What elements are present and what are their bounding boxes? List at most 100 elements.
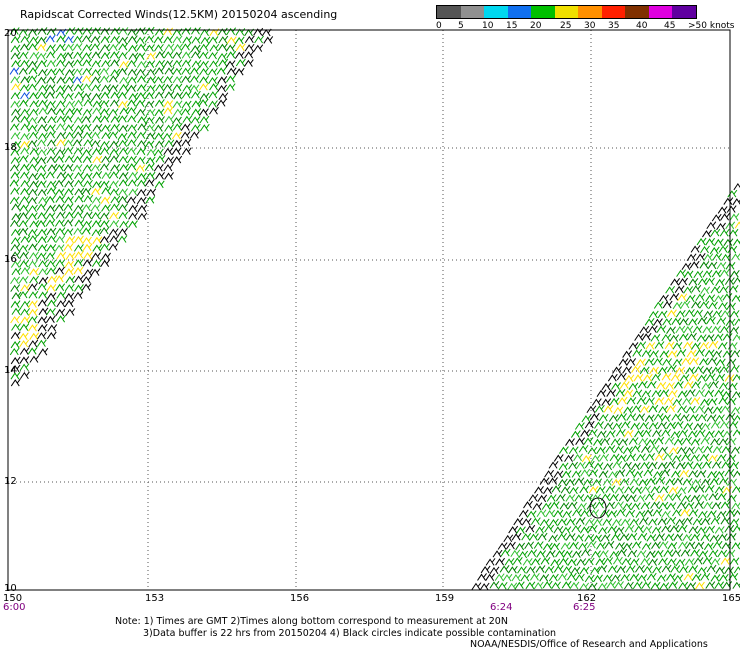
wind-barb <box>37 68 48 77</box>
wind-barb <box>92 236 103 244</box>
wind-barb <box>36 138 47 147</box>
wind-barb <box>46 147 57 155</box>
wind-barb <box>81 203 92 212</box>
wind-barb <box>216 67 227 75</box>
wind-barb <box>73 266 84 275</box>
wind-barb <box>666 558 677 566</box>
wind-barb <box>82 155 93 163</box>
wind-barb <box>703 310 714 318</box>
wind-barb <box>144 116 155 125</box>
wind-barb <box>727 189 738 198</box>
wind-barb <box>611 478 622 486</box>
wind-barb <box>653 301 664 309</box>
wind-barb <box>27 347 38 355</box>
wind-barb <box>664 533 675 541</box>
wind-barb <box>592 518 603 526</box>
wind-barb <box>615 428 626 437</box>
wind-barb <box>164 43 175 52</box>
wind-barb <box>46 292 57 300</box>
wind-barb <box>618 493 629 502</box>
wind-barb <box>610 437 621 446</box>
wind-barb <box>46 227 57 236</box>
wind-barb <box>698 550 709 558</box>
wind-barb <box>650 501 660 509</box>
wind-barb <box>697 316 708 325</box>
wind-barb <box>163 106 174 115</box>
wind-barb <box>654 341 665 349</box>
wind-barb <box>55 235 66 244</box>
wind-barb <box>545 509 556 518</box>
wind-barb <box>681 453 691 461</box>
wind-barb <box>719 268 730 277</box>
wind-barb <box>695 253 706 261</box>
wind-barb <box>559 502 570 510</box>
wind-barb <box>718 573 729 582</box>
wind-barb <box>611 574 621 582</box>
wind-barb <box>82 163 93 172</box>
wind-barb <box>654 397 665 405</box>
wind-barb <box>568 486 579 495</box>
wind-barb <box>181 42 191 51</box>
wind-barb <box>119 220 130 228</box>
wind-barb <box>65 252 76 260</box>
legend-swatch <box>625 6 649 18</box>
wind-barb <box>542 580 553 589</box>
wind-barb <box>711 366 722 374</box>
wind-barb <box>20 122 31 131</box>
wind-barb <box>615 542 625 550</box>
wind-barb <box>695 348 705 357</box>
wind-barb <box>705 237 716 246</box>
wind-barb <box>577 502 587 511</box>
wind-barb <box>548 477 558 485</box>
wind-barb <box>614 581 624 589</box>
wind-barb <box>209 59 219 68</box>
wind-barb <box>9 67 20 75</box>
latitude-label: 10 <box>4 583 17 594</box>
wind-barb <box>28 36 39 44</box>
wind-barb <box>672 508 682 517</box>
wind-barb <box>707 470 717 479</box>
wind-barb <box>706 510 717 518</box>
wind-barb <box>28 290 39 299</box>
wind-barb <box>209 106 219 115</box>
wind-barb <box>218 35 229 44</box>
wind-barb <box>685 541 696 550</box>
wind-barb <box>163 27 174 36</box>
wind-barb <box>667 542 678 550</box>
wind-barb <box>691 381 702 389</box>
wind-barb <box>514 581 525 589</box>
wind-barb <box>29 51 40 60</box>
wind-barb <box>173 91 184 100</box>
wind-barb <box>208 100 218 108</box>
wind-barb <box>631 540 642 549</box>
wind-barb <box>92 115 103 123</box>
wind-barb <box>709 477 720 486</box>
wind-barb <box>19 259 30 268</box>
wind-barb <box>100 35 111 44</box>
wind-barb <box>714 485 725 494</box>
wind-barb <box>511 532 522 541</box>
wind-barb <box>681 357 692 365</box>
wind-barb <box>190 44 201 53</box>
wind-barb <box>164 66 175 75</box>
wind-barb <box>36 219 47 228</box>
wind-barb <box>516 526 526 534</box>
wind-barb <box>37 27 48 35</box>
wind-barb <box>695 389 705 397</box>
wind-barb <box>83 251 93 260</box>
wind-barb <box>525 524 536 533</box>
wind-barb <box>722 430 733 438</box>
wind-barb <box>628 437 639 445</box>
wind-barb <box>696 526 707 534</box>
wind-barb <box>713 333 724 342</box>
wind-barb <box>499 565 510 573</box>
wind-barb <box>19 339 30 348</box>
wind-barb <box>629 558 640 566</box>
wind-barb <box>572 508 582 517</box>
wind-barb <box>731 294 740 302</box>
wind-barb <box>108 108 119 116</box>
note-line-2: 3)Data buffer is 22 hrs from 20150204 4)… <box>143 628 557 639</box>
wind-barb <box>726 302 736 311</box>
wind-barb <box>20 132 30 141</box>
